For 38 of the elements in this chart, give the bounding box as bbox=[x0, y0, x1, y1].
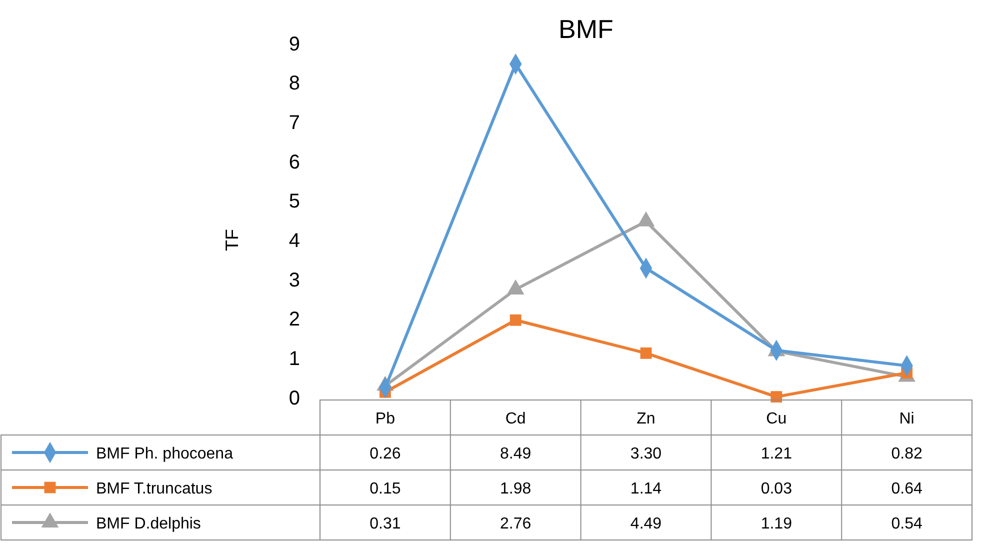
y-tick-label: 2 bbox=[288, 308, 300, 331]
chart-title: BMF bbox=[558, 14, 614, 44]
x-tick-label: Ni bbox=[899, 410, 914, 428]
y-axis-title: TF bbox=[222, 229, 242, 251]
data-label: 1.21 bbox=[760, 446, 792, 462]
data-label: 2.76 bbox=[500, 516, 532, 532]
data-label: 0.15 bbox=[370, 480, 401, 498]
point bbox=[640, 347, 652, 359]
data-label: 0.82 bbox=[891, 446, 922, 462]
legend-label: BMF T.truncatus bbox=[96, 480, 212, 498]
y-tick-label: 9 bbox=[288, 33, 300, 56]
data-label: 1.14 bbox=[630, 480, 662, 498]
data-label: 0.26 bbox=[370, 446, 401, 462]
y-tick-label: 6 bbox=[288, 151, 300, 174]
y-tick-label: 4 bbox=[288, 230, 300, 252]
data-label: 0.31 bbox=[370, 516, 401, 532]
y-tick-label: 3 bbox=[288, 269, 300, 292]
data-label: 0.64 bbox=[891, 480, 922, 498]
data-label: 8.49 bbox=[500, 446, 532, 462]
x-tick-label: Cu bbox=[766, 410, 787, 428]
y-tick-label: 7 bbox=[288, 112, 300, 134]
x-tick-label: Pb bbox=[375, 410, 396, 428]
point bbox=[510, 314, 522, 326]
data-label: 1.98 bbox=[500, 480, 532, 498]
point bbox=[770, 391, 782, 403]
data-label: 0.54 bbox=[891, 516, 922, 532]
data-label: 4.49 bbox=[630, 516, 662, 532]
y-tick-label: 5 bbox=[288, 190, 300, 213]
y-tick-label: 0 bbox=[288, 387, 300, 410]
y-tick-label: 1 bbox=[288, 348, 300, 370]
data-label: 1.19 bbox=[760, 516, 792, 532]
legend-label: BMF Ph. phocoena bbox=[96, 446, 234, 462]
data-label: 0.03 bbox=[760, 480, 792, 498]
legend-label: BMF D.delphis bbox=[96, 516, 201, 532]
y-tick-label: 8 bbox=[288, 72, 300, 95]
x-tick-label: Zn bbox=[636, 410, 656, 428]
x-tick-label: Cd bbox=[505, 410, 526, 428]
data-label: 3.30 bbox=[630, 446, 662, 462]
